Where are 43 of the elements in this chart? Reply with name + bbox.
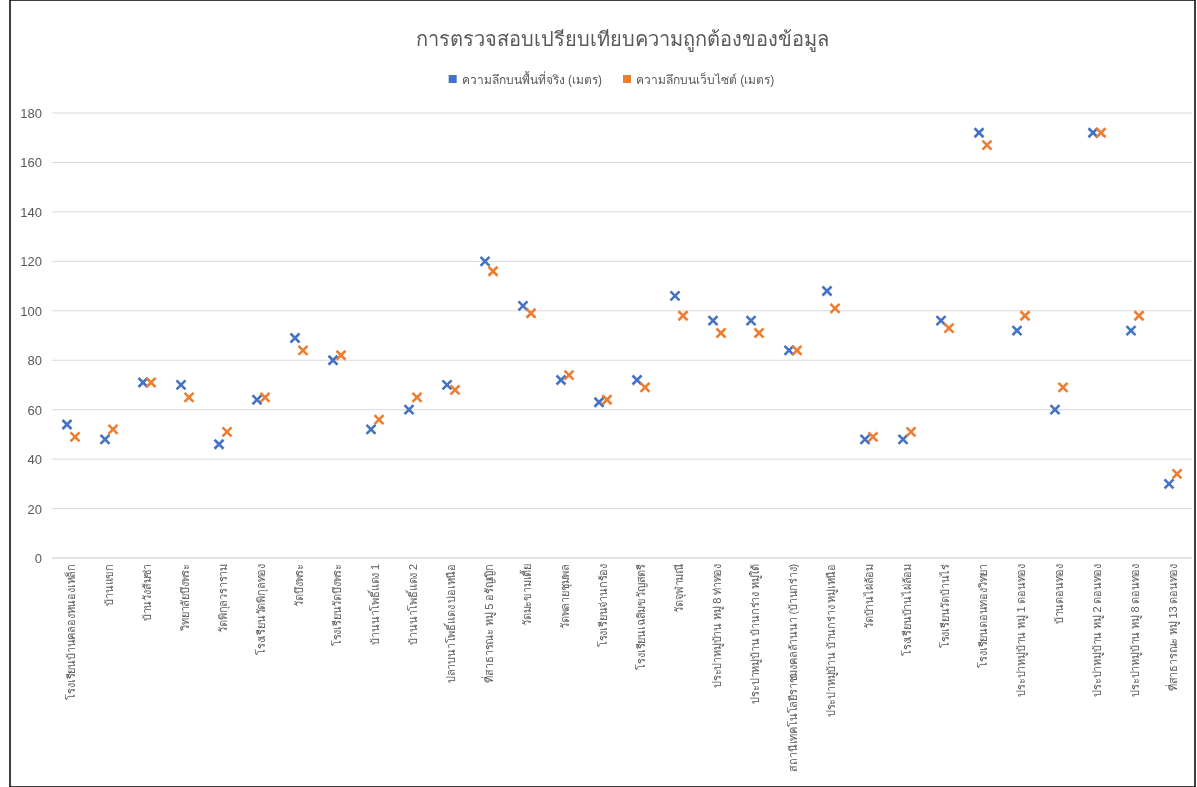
x-tick-label: บ้านดอนทอง (1053, 563, 1065, 625)
x-tick-label: วัดจุฬามณี (673, 563, 686, 613)
x-tick-label: โรงเรียนวัดพิกุลทอง (254, 563, 268, 656)
y-tick-label: 140 (20, 204, 42, 220)
x-tick-label: ประปาหมู่บ้าน หมู่ 8 ท่าทอง (711, 563, 724, 689)
x-tick-label: บ้านแขก (103, 564, 115, 606)
y-tick-label: 0 (34, 551, 42, 566)
x-tick-label: โรงเรียนดอนทองวิทยา (976, 563, 989, 668)
x-tick-label: บ้านวังส้มซ่า (141, 563, 153, 622)
y-tick-label: 80 (27, 353, 42, 369)
x-tick-label: ประปาหมู่บ้าน บ้านกร่าง หมู่ใต้ (749, 563, 762, 704)
x-tick-label: วัดพลายชุมพล (559, 564, 572, 630)
x-tick-label: ประปาหมู่บ้าน หมู่ 8 ดอนทอง (1129, 563, 1142, 697)
y-tick-label: 120 (20, 254, 42, 270)
x-tick-label: วัดบ้านไผ่ล้อม (863, 563, 875, 630)
y-tick-label: 160 (20, 155, 42, 171)
x-tick-label: วิทยาลัยบึงพระ (179, 564, 191, 632)
x-tick-label: สถานีเทคโนโลยีราชมงคลล้านนา (บ้านกร่าง) (786, 564, 799, 772)
x-tick-label: ประปาหมู่บ้าน หมู่ 2 ดอนทอง (1091, 563, 1104, 697)
x-tick-label: โรงเรียนบ้านไผ่ล้อม (900, 563, 913, 657)
y-tick-label: 100 (20, 303, 42, 319)
x-tick-label: โรงเรียนจ่านกร้อง (596, 563, 609, 648)
x-tick-label: ที่สาธารณะ หมู่ 5 อรัญญิก (481, 564, 496, 683)
x-tick-label: วัดมะขามเตี้ย (519, 563, 533, 627)
y-tick-label: 20 (27, 501, 42, 517)
y-tick-label: 60 (27, 402, 42, 418)
x-tick-label: ปลาบนาโพธิ์แดง บ่อเหนือ (443, 564, 457, 684)
x-tick-label: โรงเรียนวัดบ้านไร่ (938, 563, 951, 649)
x-tick-label: บ้านนาโพธิ์แดง 2 (405, 563, 419, 645)
x-tick-label: ประปาหมู่บ้าน บ้านกร่าง หมู่เหนือ (825, 564, 838, 718)
x-tick-label: ประปาหมู่บ้าน หมู่ 1 ดอนทอง (1015, 563, 1028, 697)
y-tick-label: 40 (27, 452, 42, 468)
x-tick-label: วัดพิกุลวราราม (217, 563, 230, 633)
x-tick-label: โรงเรียนบ้านคลองหนองเหล็ก (64, 564, 77, 700)
y-tick-label: 180 (20, 106, 42, 121)
legend-label: ความลึกบนพื้นที่จริง (เมตร) (461, 71, 602, 87)
x-tick-label: โรงเรียนเฉลิมขวัญสตรี (634, 563, 648, 670)
x-tick-label: ที่สาธารณะ หมู่ 13 ดอนทอง (1165, 563, 1180, 692)
chart-title: การตรวจสอบเปรียบเทียบความถูกต้องของข้อมูล (415, 28, 829, 52)
x-tick-label: วัดบึงพระ (293, 564, 305, 607)
x-tick-label: โรงเรียนวัดบึงพระ (330, 564, 343, 647)
legend-label: ความลึกบนเว็บไซต์ (เมตร) (636, 72, 775, 87)
x-tick-label: บ้านนาโพธิ์แดง 1 (367, 563, 381, 645)
